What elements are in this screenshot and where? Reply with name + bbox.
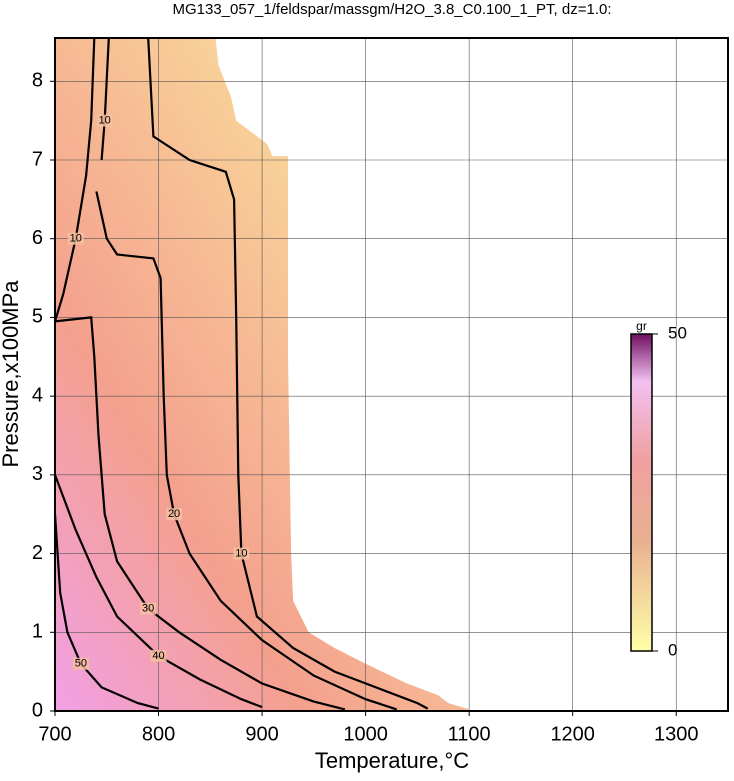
plot-frame [54,37,729,712]
contour-label-bg [140,602,157,615]
contour-label-bg [67,232,84,245]
contour-label-bg [233,547,250,560]
y-tick-label: 5 [32,306,43,328]
contour-label-bg [166,508,183,521]
x-tick-label: 1200 [550,723,595,745]
x-tick-label: 1000 [343,723,388,745]
y-tick-label: 1 [32,621,43,643]
y-tick-label: 7 [32,148,43,170]
colorbar-label: gr [636,319,647,333]
contour-label-bg [72,657,89,670]
x-tick-label: 900 [245,723,278,745]
y-tick-label: 6 [32,227,43,249]
x-tick-label: 1300 [654,723,699,745]
contour-line [54,316,346,711]
y-tick-label: 4 [32,384,43,406]
y-tick-label: 2 [32,542,43,564]
colorbar-tick-label: 50 [668,323,687,342]
y-tick-label: 3 [32,463,43,485]
x-tick-label: 800 [142,723,175,745]
contour-line [95,191,398,711]
contour-line [53,37,96,322]
contour-label-bg [96,114,113,127]
colorbar [630,333,653,652]
x-axis-label: Temperature,°C [315,748,469,773]
contour-label: 10 [99,115,111,127]
contour-label: 20 [168,508,180,520]
contour-label: 10 [70,233,82,245]
contour-label: 40 [152,650,164,662]
x-tick-label: 700 [38,723,71,745]
y-tick-label: 8 [32,70,43,92]
contour-label: 50 [75,658,87,670]
y-axis-label: Pressure,x100MPa [0,280,23,468]
contour-label: 30 [142,603,154,615]
contour-line [147,37,429,710]
y-tick-label: 0 [32,699,43,721]
contour-label-bg [150,649,167,662]
contour-label: 10 [235,547,247,559]
colorbar-tick-label: 0 [668,640,677,659]
contour-line [53,474,263,709]
x-tick-label: 1100 [448,723,491,745]
chart-title: MG133_057_1/feldspar/massgm/H2O_3.8_C0.1… [172,1,611,18]
